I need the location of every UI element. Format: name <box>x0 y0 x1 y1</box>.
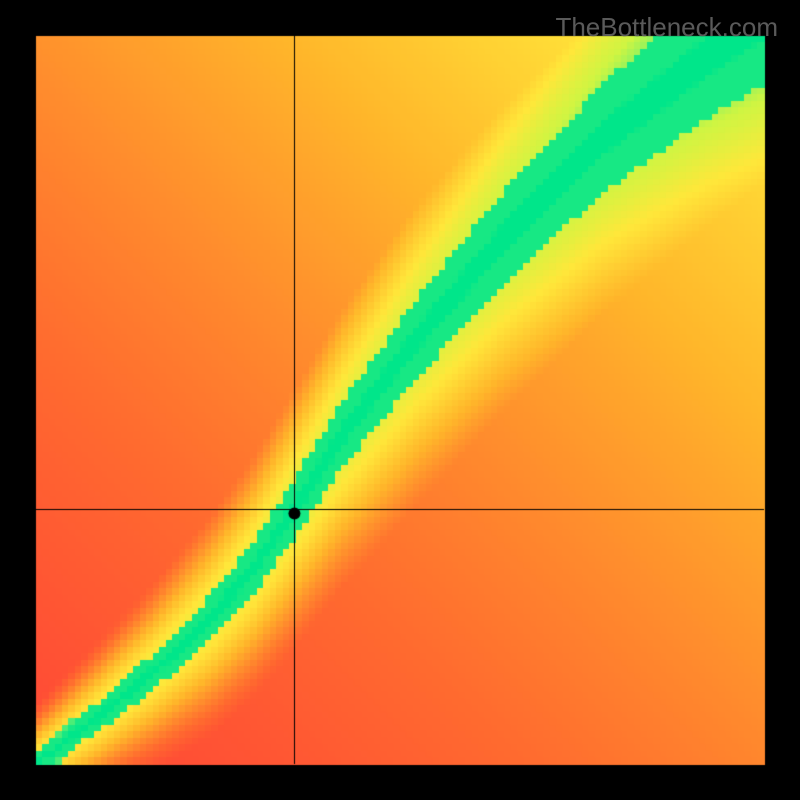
chart-container: TheBottleneck.com <box>0 0 800 800</box>
bottleneck-heatmap <box>0 0 800 800</box>
